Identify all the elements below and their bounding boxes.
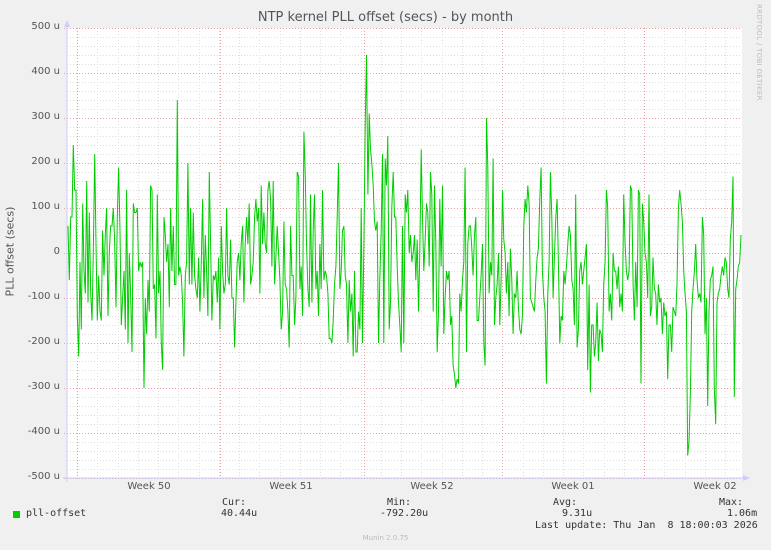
munin-version: Munin 2.0.75 xyxy=(362,534,409,542)
y-tick-label: -400 u xyxy=(27,426,60,437)
x-tick-label: Week 52 xyxy=(410,481,454,492)
y-tick-label: 500 u xyxy=(31,21,60,32)
x-tick-label: Week 51 xyxy=(269,481,313,492)
y-tick-label: 0 xyxy=(53,246,60,257)
y-tick-label: 300 u xyxy=(31,111,60,122)
y-tick-label: -200 u xyxy=(27,336,60,347)
x-tick-label: Week 02 xyxy=(693,481,737,492)
x-tick-label: Week 50 xyxy=(127,481,171,492)
legend-cur-value: 40.44u xyxy=(221,508,258,519)
axes xyxy=(63,20,750,482)
last-update: Last update: Thu Jan 8 18:00:03 2026 xyxy=(535,520,758,531)
y-axis-arrow-icon xyxy=(64,20,70,27)
legend-swatch-pll-offset xyxy=(13,511,20,518)
y-tick-label: -300 u xyxy=(27,381,60,392)
legend-cur-label: Cur: xyxy=(222,497,247,508)
pll-offset-series-line xyxy=(67,54,742,456)
y-tick-label: -500 u xyxy=(27,471,60,482)
legend-avg-value: 9.31u xyxy=(562,508,593,519)
chart-title: NTP kernel PLL offset (secs) - by month xyxy=(257,10,514,25)
legend-max-label: Max: xyxy=(719,497,744,508)
y-tick-label: 400 u xyxy=(31,66,60,77)
legend-max-value: 1.06m xyxy=(727,508,758,519)
x-axis-arrow-icon xyxy=(743,475,750,481)
y-tick-label: -100 u xyxy=(27,291,60,302)
legend-min-value: -792.20u xyxy=(380,508,429,519)
legend-min-label: Min: xyxy=(387,497,412,508)
y-tick-label: 200 u xyxy=(31,156,60,167)
legend-avg-label: Avg: xyxy=(553,497,578,508)
y-tick-label: 100 u xyxy=(31,201,60,212)
legend-label-pll-offset: pll-offset xyxy=(26,508,87,519)
rrdtool-watermark: RRDTOOL / TOBI OETIKER xyxy=(755,4,763,101)
x-tick-label: Week 01 xyxy=(551,481,595,492)
